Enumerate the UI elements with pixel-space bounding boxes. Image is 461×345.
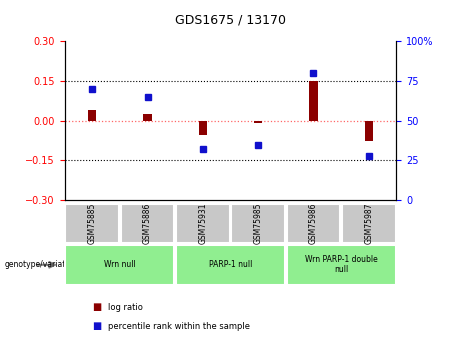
Text: ■: ■	[92, 302, 101, 312]
Text: genotype/variation: genotype/variation	[5, 260, 78, 269]
Bar	[199, 121, 207, 135]
Text: GSM75985: GSM75985	[254, 203, 263, 244]
Bar	[143, 114, 152, 121]
Text: GSM75987: GSM75987	[364, 203, 373, 244]
Text: GSM75986: GSM75986	[309, 203, 318, 244]
Text: GSM75931: GSM75931	[198, 203, 207, 244]
Bar	[254, 121, 262, 124]
Text: Wrn null: Wrn null	[104, 260, 136, 269]
Text: log ratio: log ratio	[108, 303, 143, 312]
Text: ■: ■	[92, 321, 101, 331]
Bar	[88, 110, 96, 121]
Text: Wrn PARP-1 double
null: Wrn PARP-1 double null	[305, 255, 378, 275]
Text: GDS1675 / 13170: GDS1675 / 13170	[175, 14, 286, 27]
Bar	[365, 121, 373, 141]
Bar	[309, 81, 318, 121]
Text: PARP-1 null: PARP-1 null	[209, 260, 252, 269]
Text: GSM75886: GSM75886	[143, 203, 152, 244]
Text: percentile rank within the sample: percentile rank within the sample	[108, 322, 250, 331]
Text: GSM75885: GSM75885	[88, 203, 97, 244]
